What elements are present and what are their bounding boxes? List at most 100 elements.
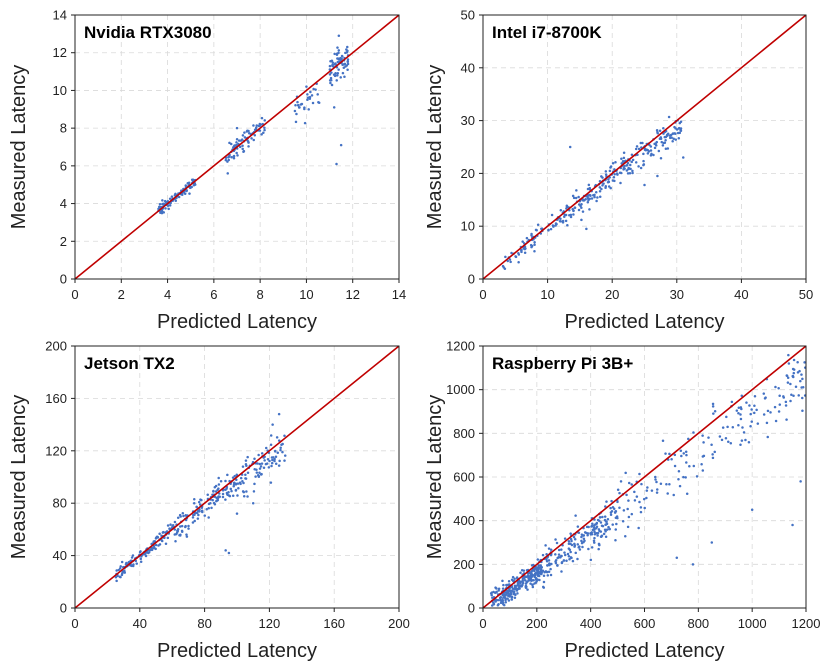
data-point bbox=[646, 149, 650, 152]
data-point bbox=[741, 426, 744, 429]
data-point bbox=[750, 420, 753, 423]
data-point bbox=[115, 569, 118, 572]
data-point bbox=[507, 580, 511, 583]
data-point bbox=[236, 154, 239, 157]
data-point bbox=[184, 184, 188, 187]
data-point bbox=[246, 495, 249, 498]
data-point bbox=[586, 534, 589, 537]
data-point bbox=[190, 178, 194, 181]
data-point bbox=[669, 133, 673, 137]
data-point bbox=[546, 564, 549, 567]
data-point bbox=[238, 481, 242, 484]
data-point bbox=[502, 266, 506, 269]
data-point bbox=[526, 574, 530, 577]
y-tick-label: 10 bbox=[53, 83, 67, 98]
data-point bbox=[183, 192, 187, 196]
data-point bbox=[556, 563, 559, 567]
data-point bbox=[241, 134, 245, 137]
data-point bbox=[755, 408, 758, 412]
data-point bbox=[626, 172, 630, 175]
data-point bbox=[160, 534, 163, 537]
x-tick-label: 2 bbox=[118, 287, 125, 302]
data-point bbox=[655, 480, 658, 484]
data-point bbox=[614, 539, 617, 542]
data-point bbox=[590, 524, 594, 528]
reference-line bbox=[74, 345, 400, 609]
data-point bbox=[273, 449, 277, 453]
data-point bbox=[492, 590, 495, 594]
data-point bbox=[174, 540, 177, 543]
data-point bbox=[731, 425, 735, 429]
data-point bbox=[753, 404, 756, 408]
data-point bbox=[749, 412, 752, 416]
data-point bbox=[524, 579, 527, 582]
data-point bbox=[191, 521, 195, 524]
data-point bbox=[604, 535, 608, 539]
data-point bbox=[792, 368, 796, 371]
data-point bbox=[120, 560, 124, 564]
data-point bbox=[342, 63, 346, 66]
data-point bbox=[560, 548, 563, 551]
data-point bbox=[785, 374, 789, 377]
data-point bbox=[539, 566, 543, 570]
data-point bbox=[600, 534, 604, 537]
data-point bbox=[601, 515, 604, 519]
data-point bbox=[797, 394, 800, 397]
x-tick-label: 30 bbox=[670, 287, 684, 302]
data-point bbox=[571, 559, 575, 563]
x-tick-label: 80 bbox=[197, 616, 211, 631]
data-point bbox=[635, 145, 639, 148]
data-point bbox=[671, 140, 674, 143]
data-point bbox=[600, 187, 603, 191]
data-point bbox=[641, 141, 644, 145]
data-point bbox=[192, 501, 196, 505]
data-point bbox=[230, 155, 233, 159]
data-point bbox=[792, 394, 795, 397]
data-point bbox=[607, 185, 611, 188]
data-point bbox=[510, 589, 513, 593]
data-point bbox=[792, 371, 796, 375]
chart-panel-2: 0 40 80 120 160 200 0 40 80 120 160 200 Predicted La… bbox=[8, 339, 410, 663]
data-point bbox=[554, 222, 558, 225]
data-point bbox=[212, 501, 216, 505]
data-point bbox=[639, 506, 643, 509]
y-tick-label: 14 bbox=[53, 8, 67, 23]
data-point bbox=[185, 535, 189, 538]
data-point bbox=[583, 531, 587, 534]
data-point bbox=[778, 394, 781, 398]
data-point bbox=[679, 449, 683, 452]
data-point bbox=[673, 464, 677, 468]
data-point bbox=[545, 570, 549, 574]
data-point bbox=[598, 195, 602, 199]
data-point bbox=[233, 474, 236, 478]
x-axis-label: Predicted Latency bbox=[564, 311, 724, 333]
data-point bbox=[622, 151, 626, 154]
data-point bbox=[521, 577, 525, 581]
data-point bbox=[634, 147, 638, 151]
data-point bbox=[224, 498, 227, 501]
data-point bbox=[578, 545, 581, 548]
data-point bbox=[333, 52, 336, 56]
data-point bbox=[660, 140, 663, 144]
data-point bbox=[602, 532, 606, 536]
data-point bbox=[643, 506, 646, 510]
data-point bbox=[604, 186, 607, 190]
data-point bbox=[335, 79, 338, 82]
data-point bbox=[244, 463, 248, 466]
data-point bbox=[677, 478, 680, 481]
data-point bbox=[506, 597, 509, 600]
data-point bbox=[598, 543, 601, 547]
data-point bbox=[277, 412, 281, 416]
data-point bbox=[604, 520, 608, 523]
data-point bbox=[531, 585, 535, 589]
data-point bbox=[274, 462, 278, 465]
x-tick-label: 14 bbox=[392, 287, 406, 302]
data-point bbox=[530, 244, 534, 248]
data-point bbox=[684, 476, 687, 479]
data-point bbox=[185, 189, 188, 193]
data-point bbox=[335, 162, 338, 166]
x-tick-label: 6 bbox=[210, 287, 217, 302]
data-point bbox=[227, 158, 230, 162]
data-point bbox=[627, 515, 631, 519]
data-point bbox=[571, 194, 575, 198]
